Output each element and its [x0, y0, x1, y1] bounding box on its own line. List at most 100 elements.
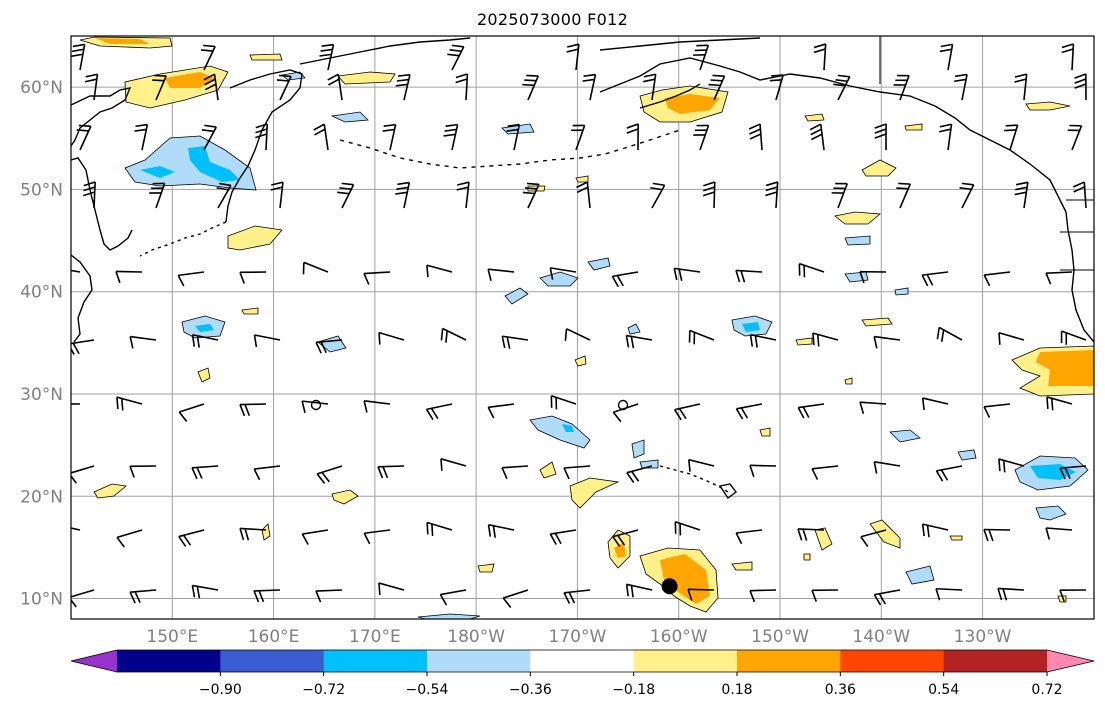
wind-barb: [501, 465, 529, 480]
colorbar-segment: [427, 650, 531, 672]
wind-barb: [959, 182, 975, 209]
wind-barb: [83, 181, 96, 209]
wind-barb: [302, 261, 329, 275]
wind-barb: [203, 73, 219, 101]
contour-negative: [905, 565, 935, 585]
wind-barb: [769, 74, 784, 101]
contour-negative: [889, 429, 921, 443]
wind-barb: [1061, 43, 1075, 71]
wind-barb: [1067, 124, 1083, 151]
wind-barb: [811, 465, 839, 480]
lat-tick-label: 10°N: [20, 590, 63, 610]
calm-marker: [310, 399, 322, 411]
wind-barb: [134, 123, 149, 151]
wind-barb: [983, 403, 1011, 418]
coastline-kamchatka: [225, 69, 303, 223]
wind-barb: [1014, 73, 1028, 101]
hawaiian-islands: [659, 465, 729, 493]
wind-barb: [938, 123, 953, 151]
lon-tick-label: 160°W: [650, 627, 708, 647]
wind-barb: [71, 43, 86, 71]
colorbar: −0.90 −0.72 −0.54 −0.36 −0.18 0.18 0.36 0.54 0.7…: [70, 649, 1095, 698]
contour-negative: [627, 323, 641, 335]
colorbar-segment: [840, 650, 945, 672]
wind-barb: [395, 181, 411, 209]
contour-negative: [957, 449, 977, 461]
lon-tick-label: 170°E: [349, 627, 401, 647]
contour-negative: [195, 324, 214, 332]
contour-negative: [281, 71, 306, 81]
contour-positive: [949, 535, 963, 541]
wind-barb: [998, 332, 1025, 345]
wind-barb: [116, 529, 143, 548]
wind-barb: [1073, 181, 1087, 209]
wind-barb: [570, 124, 586, 151]
wind-barb: [576, 181, 591, 209]
contour-negative: [562, 424, 574, 432]
wind-barb: [797, 528, 825, 541]
wind-barb: [936, 326, 963, 342]
wind-barb: [873, 589, 901, 606]
wind-barb: [765, 181, 779, 209]
colorbar-segment: [117, 650, 221, 672]
borders: [879, 36, 1094, 271]
lat-tick-label: 60°N: [20, 78, 63, 98]
coastline-asia: [71, 254, 93, 343]
wind-barb: [129, 465, 157, 478]
wind-barb: [1045, 271, 1073, 285]
wind-barb: [363, 400, 391, 413]
colorbar-segment: [323, 650, 428, 672]
contour-positive: [241, 307, 259, 315]
contour-positive: [665, 94, 720, 114]
contour-negative: [330, 111, 369, 123]
wind-barb: [549, 529, 577, 545]
contour-negative: [504, 287, 529, 305]
colorbar-tick-label: −0.72: [302, 682, 345, 698]
wind-barb: [998, 458, 1025, 473]
wind-barb: [702, 181, 716, 209]
wind-barb: [564, 328, 591, 341]
wind-barb: [378, 582, 405, 596]
wind-barb: [748, 123, 763, 151]
wind-barb: [191, 333, 219, 348]
wind-barb: [673, 403, 701, 421]
colorbar-tick-label: 0.18: [721, 682, 752, 698]
contour-positive: [759, 427, 771, 437]
colorbar-segment: [943, 650, 1048, 672]
contour-positive: [814, 527, 833, 551]
colorbar-tick-label: −0.36: [509, 682, 552, 698]
contour-positive: [165, 72, 215, 88]
wind-barb: [71, 465, 95, 484]
wind-barb: [797, 403, 825, 419]
contour-positive: [861, 317, 893, 327]
wind-barb: [625, 583, 653, 598]
contour-positive: [861, 159, 897, 177]
wind-barb: [455, 73, 469, 101]
wind-barb: [749, 589, 777, 603]
wind-barb: [487, 268, 515, 282]
wind-barb: [395, 73, 411, 101]
wind-barb: [443, 123, 459, 151]
contour-negative: [894, 287, 909, 296]
contour-positive: [803, 553, 811, 561]
wind-barb: [983, 271, 1011, 287]
wind-barb: [626, 123, 639, 151]
lon-tick-label: 150°W: [751, 627, 809, 647]
wind-barb: [626, 465, 653, 483]
wind-barb: [673, 267, 701, 281]
colorbar-segment: [220, 650, 325, 672]
wind-barb: [983, 528, 1011, 542]
contour-positive: [93, 483, 127, 499]
wind-barb: [859, 401, 887, 414]
wind-barb: [582, 73, 597, 101]
hawaii-big-island: [718, 483, 737, 500]
contour-positive: [1036, 350, 1094, 386]
wind-barb: [954, 73, 968, 101]
wind-barb: [71, 403, 81, 405]
wind-barb: [200, 44, 216, 71]
contour-negative: [639, 459, 659, 469]
wind-barb: [812, 332, 839, 347]
colorbar-tick-label: −0.90: [199, 682, 242, 698]
wind-barb: [426, 264, 453, 278]
coastline-kurils: [139, 221, 227, 257]
